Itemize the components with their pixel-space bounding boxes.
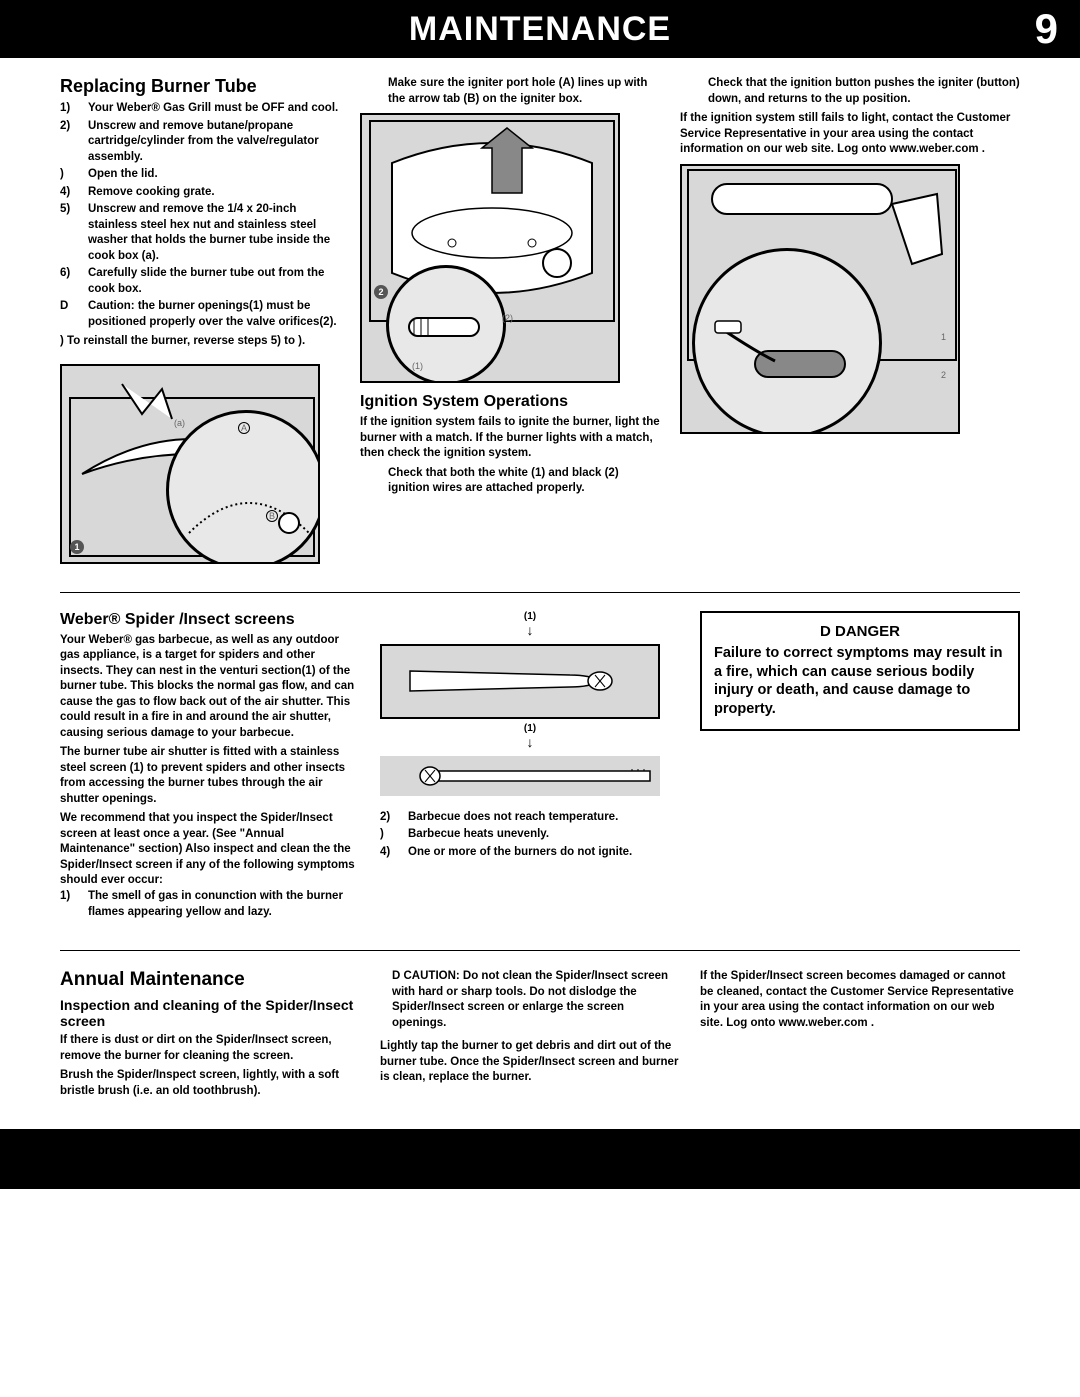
- fig4-label-top: (1): [380, 611, 680, 622]
- annual-col2: D CAUTION: Do not clean the Spider/Insec…: [380, 969, 680, 1099]
- ignition-check: Check that both the white (1) and black …: [360, 466, 660, 497]
- spider-p1: Your Weber® gas barbecue, as well as any…: [60, 633, 360, 742]
- venturi-illustration: [390, 651, 650, 711]
- step-3: )Open the lid.: [60, 167, 340, 183]
- danger-text: Failure to correct symptoms may result i…: [714, 644, 1006, 719]
- step-1: 1)Your Weber® Gas Grill must be OFF and …: [60, 101, 340, 117]
- label-1: (1): [412, 361, 423, 371]
- col1: Replacing Burner Tube 1)Your Weber® Gas …: [60, 76, 340, 564]
- label-2: (2): [502, 313, 513, 323]
- col3: Check that the ignition button pushes th…: [680, 76, 1020, 564]
- col3-contact: If the ignition system still fails to li…: [680, 111, 1020, 158]
- heading-replacing-burner: Replacing Burner Tube: [60, 76, 340, 97]
- divider-1: [60, 592, 1020, 593]
- figure-venturi: [380, 644, 660, 719]
- step-6: 6)Carefully slide the burner tube out fr…: [60, 266, 340, 297]
- annual-col3: If the Spider/Insect screen becomes dama…: [700, 969, 1020, 1099]
- spider-p2: The burner tube air shutter is fitted wi…: [60, 745, 360, 807]
- header-title: MAINTENANCE: [409, 10, 671, 49]
- label3-2: 2: [941, 370, 946, 380]
- figure-ignition-assembly: 1 2: [680, 164, 960, 434]
- section-annual-maintenance: Annual Maintenance Inspection and cleani…: [60, 969, 1020, 1099]
- footer-bar: [0, 1129, 1080, 1189]
- page-content: Replacing Burner Tube 1)Your Weber® Gas …: [0, 58, 1080, 1129]
- ignition-text: If the ignition system fails to ignite t…: [360, 415, 660, 462]
- reinstall-note: ) To reinstall the burner, reverse steps…: [60, 334, 340, 350]
- step-2: 2)Unscrew and remove butane/propane cart…: [60, 119, 340, 166]
- label-A: A: [238, 422, 250, 434]
- figure-burner-cookbox: 2 (2) (1): [360, 113, 620, 383]
- annual-caution: D CAUTION: Do not clean the Spider/Insec…: [380, 969, 680, 1031]
- section-spider-screens: Weber® Spider /Insect screens Your Weber…: [60, 611, 1020, 922]
- annual-c3: If the Spider/Insect screen becomes dama…: [700, 969, 1020, 1031]
- lens-detail-icon: [169, 413, 320, 564]
- page-number: 9: [1035, 5, 1058, 53]
- figure-burner-removal: 1 (a) A B: [60, 364, 320, 564]
- sub-inspection: Inspection and cleaning of the Spider/In…: [60, 997, 360, 1029]
- spider-symptom1: 1)The smell of gas in conunction with th…: [60, 889, 360, 920]
- steps-list: 1)Your Weber® Gas Grill must be OFF and …: [60, 101, 340, 330]
- step-5: 5)Unscrew and remove the 1/4 x 20-inch s…: [60, 202, 340, 264]
- page-header: MAINTENANCE 9: [0, 0, 1080, 58]
- label3-1: 1: [941, 332, 946, 342]
- divider-2: [60, 950, 1020, 951]
- spider-col2: (1) ↓ (1) ↓: [380, 611, 680, 922]
- danger-heading: D DANGER: [714, 623, 1006, 640]
- spider-col3: D DANGER Failure to correct symptoms may…: [700, 611, 1020, 922]
- page-container: MAINTENANCE 9 Replacing Burner Tube 1)Yo…: [0, 0, 1080, 1189]
- fig5-label: (1): [380, 723, 680, 734]
- col3-check: Check that the ignition button pushes th…: [680, 76, 1020, 107]
- spider-p3: We recommend that you inspect the Spider…: [60, 811, 360, 889]
- heading-spider: Weber® Spider /Insect screens: [60, 611, 360, 629]
- heading-ignition: Ignition System Operations: [360, 393, 660, 411]
- col2: Make sure the igniter port hole (A) line…: [360, 76, 660, 564]
- arrow-down-icon-2: ↓: [527, 734, 534, 750]
- lens3-icon: [695, 251, 885, 434]
- label-B: B: [266, 510, 278, 522]
- arrow-down-icon: ↓: [527, 622, 534, 638]
- igniter-note: Make sure the igniter port hole (A) line…: [360, 76, 660, 107]
- label-a: (a): [174, 418, 185, 428]
- step-caution: DCaution: the burner openings(1) must be…: [60, 299, 340, 330]
- callout-1-icon: 1: [70, 540, 84, 554]
- burner-side-illustration: [400, 761, 660, 791]
- annual-c2b: Lightly tap the burner to get debris and…: [380, 1039, 680, 1086]
- section-replacing-burner: Replacing Burner Tube 1)Your Weber® Gas …: [60, 76, 1020, 564]
- spider-symptoms-rest: 2)Barbecue does not reach temperature. )…: [380, 810, 680, 861]
- step-4: 4)Remove cooking grate.: [60, 185, 340, 201]
- annual-col1: Annual Maintenance Inspection and cleani…: [60, 969, 360, 1099]
- figure-burner-side: [380, 756, 660, 796]
- lens2-icon: [389, 268, 509, 383]
- annual-c1b: Brush the Spider/Inspect screen, lightly…: [60, 1068, 360, 1099]
- callout-2-icon: 2: [374, 285, 388, 299]
- heading-annual: Annual Maintenance: [60, 969, 360, 991]
- spider-col1: Weber® Spider /Insect screens Your Weber…: [60, 611, 360, 922]
- danger-box: D DANGER Failure to correct symptoms may…: [700, 611, 1020, 731]
- annual-c1a: If there is dust or dirt on the Spider/I…: [60, 1033, 360, 1064]
